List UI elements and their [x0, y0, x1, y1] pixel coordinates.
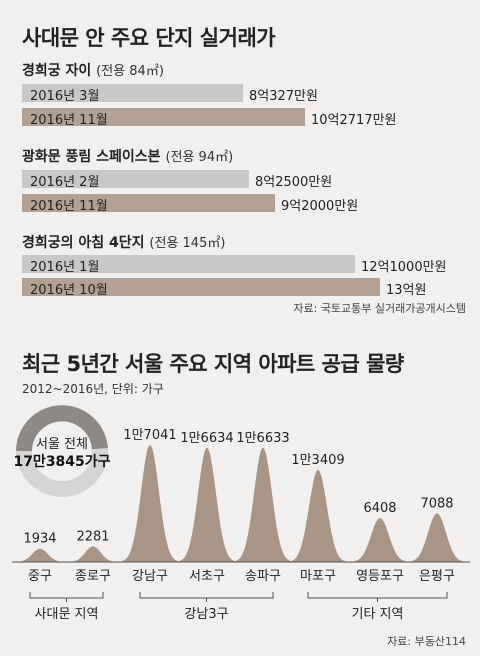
group-bracket-0: [29, 592, 104, 602]
bar-value: 8억327만원: [249, 89, 318, 104]
supply-chart: 서울 전체 17만3845가구 1934 2281 1만7041 1만6634 1만66…: [12, 405, 470, 622]
bar-value: 8억2500만원: [255, 175, 333, 190]
bar-label: 2016년 3월: [30, 89, 100, 104]
supply-peak-4: [233, 447, 293, 562]
price-bar: 2016년 3월: [22, 84, 243, 104]
group-label-1: 강남3구: [184, 607, 228, 622]
value-label-4: 1만6633: [236, 431, 289, 446]
bar-value: 13억원: [386, 283, 427, 298]
bar-label: 2016년 11월: [30, 199, 108, 214]
supply-peak-3: [177, 447, 237, 562]
group-bracket-1: [139, 592, 274, 602]
complex-name: 경희궁 자이: [22, 63, 92, 79]
supply-peak-2: [120, 445, 180, 562]
value-label-2: 1만7041: [123, 428, 176, 443]
category-label-1: 종로구: [75, 569, 111, 584]
price-bar: 2016년 11월: [22, 108, 305, 128]
donut-total: 17만3845가구: [13, 454, 110, 470]
category-label-2: 강남구: [132, 569, 168, 584]
category-label-0: 중구: [28, 569, 52, 584]
bar-value: 9억2000만원: [281, 199, 359, 214]
complex-name: 경희궁의 아침 4단지: [22, 235, 145, 251]
supply-peak-7: [407, 513, 467, 562]
supply-peak-5: [288, 469, 348, 562]
complex-name: 광화문 풍림 스페이스본: [22, 149, 161, 165]
section1-title: 사대문 안 주요 단지 실거래가: [22, 26, 276, 50]
category-label-6: 영등포구: [356, 569, 404, 584]
bar-value: 10억2717만원: [311, 113, 397, 128]
price-bar: 2016년 11월: [22, 194, 275, 214]
price-bar: 2016년 2월: [22, 170, 249, 190]
category-label-7: 은평구: [419, 569, 455, 584]
category-label-3: 서초구: [189, 569, 225, 584]
supply-peak-1: [67, 546, 119, 562]
bar-label: 2016년 10월: [30, 283, 108, 298]
group-label-0: 사대문 지역: [35, 607, 99, 622]
supply-peak-6: [350, 518, 410, 562]
category-label-4: 송파구: [245, 569, 281, 584]
bar-label: 2016년 2월: [30, 175, 100, 190]
bar-value: 12억1000만원: [361, 260, 447, 275]
value-label-6: 6408: [363, 501, 396, 516]
bar-label: 2016년 11월: [30, 113, 108, 128]
complex-size: (전용 94㎡): [165, 150, 234, 165]
group-bracket-2: [307, 592, 448, 602]
value-label-1: 2281: [76, 529, 109, 544]
complex-title-2: 광화문 풍림 스페이스본 (전용 94㎡): [22, 146, 233, 166]
value-label-0: 1934: [23, 532, 56, 547]
value-label-5: 1만3409: [291, 453, 344, 468]
price-bar: 2016년 1월: [22, 255, 355, 275]
donut-ring-dark: [16, 405, 108, 452]
complex-size: (전용 84㎡): [96, 64, 164, 79]
donut-label: 서울 전체: [36, 437, 88, 452]
complex-title-3: 경희궁의 아침 4단지 (전용 145㎡): [22, 232, 225, 252]
category-label-5: 마포구: [300, 569, 336, 584]
complex-size: (전용 145㎡): [149, 236, 226, 251]
value-label-7: 7088: [420, 496, 453, 511]
value-label-3: 1만6634: [180, 431, 233, 446]
bar-label: 2016년 1월: [30, 260, 100, 275]
section2-title: 최근 5년간 서울 주요 지역 아파트 공급 물량: [22, 352, 404, 376]
group-label-2: 기타 지역: [352, 607, 404, 622]
complex-title-1: 경희궁 자이 (전용 84㎡): [22, 60, 164, 80]
total-donut: 서울 전체 17만3845가구: [13, 405, 111, 497]
source-2: 자료: 부동산114: [387, 635, 466, 648]
section2-subtitle: 2012~2016년, 단위: 가구: [22, 382, 164, 396]
price-bar: 2016년 10월: [22, 278, 380, 298]
source-1: 자료: 국토교통부 실거래가공개시스템: [293, 302, 466, 315]
supply-peak-0: [14, 548, 66, 562]
